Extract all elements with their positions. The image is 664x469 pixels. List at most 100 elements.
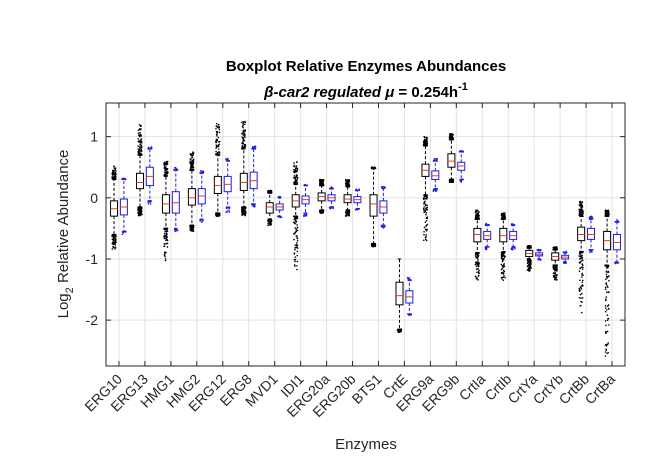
box-crtib-s1 <box>499 227 508 243</box>
outlier-point-crtba-s1 <box>605 309 608 311</box>
outlier-point-crtib-s1 <box>500 253 503 256</box>
outlier-point-idi1-s1 <box>294 167 297 170</box>
outlier-point-crtba-s1 <box>604 320 607 322</box>
outlier-point-hmg1-s2 <box>174 230 177 232</box>
outlier-point-crtbb-s1 <box>581 201 583 203</box>
outlier-point-crtbb-s1 <box>579 208 582 211</box>
outlier-point-crtba-s1 <box>607 342 610 344</box>
outlier-point-hmg1-s1 <box>164 161 166 164</box>
outlier-point-erg20a-s1 <box>322 211 325 213</box>
outlier-point-erg9b-s1 <box>448 181 451 183</box>
outlier-point-erg12-s2 <box>226 210 229 212</box>
outlier-point-idi1-s1 <box>296 181 299 184</box>
outlier-point-crtba-s1 <box>605 324 607 327</box>
outlier-point-crtba-s1 <box>605 283 607 285</box>
outlier-point-erg13-s1 <box>140 140 143 143</box>
outlier-point-hmg1-s1 <box>166 172 169 175</box>
outlier-point-crtya-s2 <box>539 259 542 261</box>
outlier-point-idi1-s1 <box>294 169 297 172</box>
outlier-point-hmg1-s1 <box>164 243 166 245</box>
outlier-point-erg8-s1 <box>244 129 247 131</box>
outlier-point-idi1-s1 <box>294 181 297 184</box>
outlier-point-crtya-s1 <box>528 244 531 247</box>
outlier-point-erg13-s1 <box>137 129 140 132</box>
outlier-point-crtba-s1 <box>604 355 607 357</box>
outlier-point-crtba-s1 <box>606 319 609 321</box>
outlier-point-erg13-s1 <box>140 144 143 147</box>
outlier-point-idi1-s1 <box>295 246 297 249</box>
outlier-point-erg8-s1 <box>242 211 244 213</box>
outlier-point-crtba-s1 <box>606 330 609 333</box>
outlier-point-hmg1-s1 <box>164 173 167 176</box>
outlier-point-crtbb-s1 <box>582 259 584 262</box>
outlier-point-erg13-s1 <box>139 150 142 152</box>
outlier-point-crtia-s1 <box>474 216 477 219</box>
outlier-point-erg12-s1 <box>217 136 220 139</box>
outlier-point-crtyb-s1 <box>554 269 556 272</box>
outlier-point-erg9a-s1 <box>425 197 428 200</box>
outlier-point-erg10-s1 <box>114 234 116 237</box>
outlier-point-crtia-s2 <box>485 248 488 250</box>
outlier-point-erg20b-s1 <box>346 213 349 215</box>
outlier-point-erg13-s1 <box>139 145 141 148</box>
outlier-point-erg10-s1 <box>113 237 116 240</box>
outlier-point-erg12-s1 <box>216 139 219 142</box>
outlier-point-idi1-s1 <box>295 242 298 244</box>
outlier-point-crtib-s1 <box>503 262 505 265</box>
outlier-point-erg9a-s1 <box>423 206 425 208</box>
outlier-point-crtbb-s1 <box>580 260 582 262</box>
outlier-point-crtbb-s1 <box>580 286 582 289</box>
outlier-point-erg13-s1 <box>141 213 143 216</box>
outlier-point-erg12-s1 <box>215 150 217 153</box>
outlier-point-mvd1-s1 <box>267 222 269 225</box>
outlier-point-erg9a-s1 <box>424 203 427 205</box>
outlier-point-crtba-s1 <box>607 351 610 354</box>
outlier-point-crtib-s1 <box>501 214 503 216</box>
outlier-point-hmg2-s1 <box>190 162 193 164</box>
outlier-point-hmg1-s1 <box>166 171 169 173</box>
outlier-point-hmg1-s1 <box>164 165 167 168</box>
outlier-point-crtyb-s1 <box>552 247 555 249</box>
outlier-point-crtib-s1 <box>502 271 504 273</box>
outlier-point-hmg2-s2 <box>201 220 204 223</box>
outlier-point-erg20b-s1 <box>347 181 350 184</box>
outlier-point-crtia-s2 <box>485 223 488 225</box>
outlier-point-erg9b-s1 <box>450 181 452 184</box>
outlier-point-erg13-s2 <box>147 201 149 203</box>
outlier-point-erg10-s1 <box>112 174 114 176</box>
outlier-point-erg8-s1 <box>242 142 245 145</box>
outlier-point-idi1-s1 <box>296 265 298 267</box>
outlier-point-erg13-s2 <box>149 203 152 205</box>
outlier-point-erg9a-s1 <box>425 234 427 236</box>
outlier-point-erg20a-s1 <box>319 183 322 185</box>
outlier-point-erg20b-s1 <box>347 179 349 181</box>
outlier-point-crtbb-s1 <box>580 205 583 208</box>
outlier-point-crtyb-s1 <box>554 277 557 280</box>
outlier-point-crtia-s1 <box>476 257 478 260</box>
outlier-point-crtia-s1 <box>478 272 480 274</box>
outlier-point-idi1-s1 <box>296 260 299 263</box>
outlier-point-crtia-s1 <box>477 210 480 213</box>
outlier-point-erg9a-s1 <box>422 207 425 210</box>
outlier-point-crtba-s1 <box>605 273 608 276</box>
box-erg9a-s2 <box>431 170 440 180</box>
outlier-point-erg9a-s1 <box>423 230 425 233</box>
outlier-point-erg9a-s2 <box>435 159 437 161</box>
outlier-point-crtbb-s2 <box>590 250 593 252</box>
outlier-point-erg20b-s1 <box>345 178 347 181</box>
outlier-point-crtib-s1 <box>500 251 503 254</box>
outlier-point-crtba-s1 <box>607 271 609 274</box>
box-crtbb-s2 <box>587 227 596 240</box>
y-axis-label: Log2 Relative Abundance <box>55 150 76 319</box>
outlier-point-erg20b-s1 <box>346 184 349 187</box>
outlier-point-crtia-s2 <box>484 246 487 249</box>
outlier-point-hmg1-s1 <box>164 163 167 166</box>
outlier-point-erg9a-s1 <box>423 201 426 203</box>
outlier-point-erg9a-s1 <box>424 209 427 211</box>
outlier-point-idi1-s1 <box>294 218 297 220</box>
outlier-point-erg12-s1 <box>218 141 220 143</box>
chart-title: Boxplot Relative Enzymes Abundances <box>226 58 506 75</box>
outlier-point-erg10-s1 <box>111 248 114 250</box>
outlier-point-crtba-s1 <box>604 286 607 289</box>
outlier-point-erg13-s1 <box>140 135 142 137</box>
